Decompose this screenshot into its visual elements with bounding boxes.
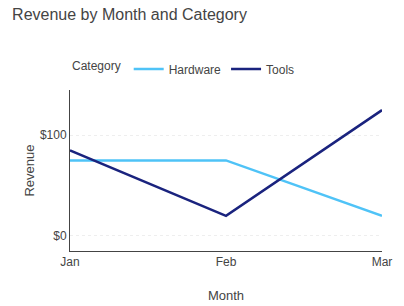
svg-text:Month: Month: [208, 288, 244, 303]
svg-text:$0: $0: [53, 229, 67, 243]
svg-text:Category: Category: [72, 59, 121, 73]
svg-text:Tools: Tools: [266, 63, 294, 77]
svg-text:Revenue by Month and Category: Revenue by Month and Category: [12, 6, 247, 23]
svg-text:Feb: Feb: [216, 255, 237, 269]
svg-text:Jan: Jan: [60, 255, 79, 269]
svg-text:Revenue: Revenue: [22, 144, 37, 196]
svg-text:$100: $100: [40, 128, 67, 142]
svg-text:Mar: Mar: [372, 255, 393, 269]
svg-text:Hardware: Hardware: [169, 63, 221, 77]
